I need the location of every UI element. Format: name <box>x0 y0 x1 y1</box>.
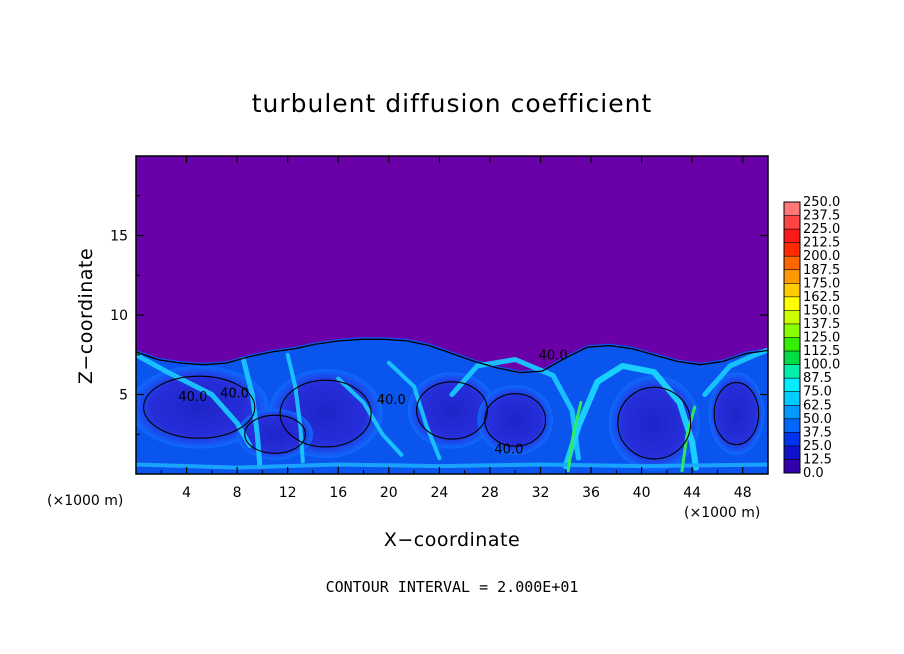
contour-label: 40.0 <box>494 442 523 457</box>
contour-line <box>713 382 760 446</box>
colorbar-swatch <box>784 242 800 257</box>
filament <box>562 362 699 471</box>
filament <box>449 357 581 461</box>
contour-label: 40.0 <box>539 349 568 364</box>
y-tick-label: 5 <box>119 388 128 404</box>
colorbar-label: 225.0 <box>803 222 840 237</box>
x-tick-label: 32 <box>532 485 550 501</box>
colorbar-swatch <box>784 337 800 352</box>
contour-interval-note: CONTOUR INTERVAL = 2.000E+01 <box>326 578 579 596</box>
y-axis-ticks: 5 10 15 <box>110 195 768 435</box>
plot-area: 40.0 40.0 40.0 40.0 40.0 <box>136 156 768 474</box>
contour-line <box>143 375 256 439</box>
x-tick-label: 16 <box>329 485 347 501</box>
contour-label: 40.0 <box>178 390 207 405</box>
eddy-core <box>136 365 269 449</box>
x-axis-label: X−coordinate <box>384 529 520 551</box>
x-axis-ticks: 4 8 12 16 20 24 28 32 36 40 44 48 <box>160 156 752 501</box>
colorbar-label: 12.5 <box>803 452 832 467</box>
x-tick-label: 8 <box>233 485 242 501</box>
colorbar-label: 150.0 <box>803 303 840 318</box>
filament <box>702 347 768 397</box>
x-unit-right: (×1000 m) <box>684 505 760 521</box>
colorbar-swatch <box>784 215 800 230</box>
x-tick-label: 48 <box>734 485 752 501</box>
colorbar-swatch <box>784 269 800 284</box>
x-tick-label: 36 <box>582 485 600 501</box>
colorbar-swatch <box>784 364 800 379</box>
colorbar-label: 137.5 <box>803 317 840 332</box>
contour-line <box>136 338 768 374</box>
colorbar-label: 212.5 <box>803 236 840 251</box>
colorbar-label: 100.0 <box>803 358 840 373</box>
contour-label: 40.0 <box>220 387 249 402</box>
contour-label: 40.0 <box>377 393 406 408</box>
colorbar-swatch <box>784 378 800 392</box>
eddy-core <box>477 384 554 455</box>
colorbar-swatch <box>784 202 800 216</box>
x-tick-label: 12 <box>279 485 297 501</box>
colorbar-label: 50.0 <box>803 412 832 427</box>
colorbar-swatch <box>784 323 800 338</box>
eddy-core <box>708 372 765 455</box>
colorbar-label: 187.5 <box>803 263 840 278</box>
filament <box>386 360 442 461</box>
x-tick-label: 28 <box>481 485 499 501</box>
colorbar-label: 25.0 <box>803 439 832 454</box>
contour-line <box>484 393 547 447</box>
colorbar-swatch <box>784 391 800 406</box>
colorbar-swatch <box>784 459 800 473</box>
x-tick-label: 44 <box>683 485 701 501</box>
filament <box>336 376 404 457</box>
colorbar-label: 175.0 <box>803 276 840 291</box>
colorbar-label: 112.5 <box>803 344 840 359</box>
colorbar-swatch <box>784 296 800 311</box>
filament <box>136 352 253 448</box>
colorbar-swatch <box>784 445 800 460</box>
colorbar-swatch <box>784 432 800 446</box>
colorbar-swatch <box>784 283 800 297</box>
colorbar-swatch <box>784 229 800 243</box>
x-tick-label: 4 <box>182 485 191 501</box>
x-tick-label: 24 <box>430 485 448 501</box>
x-tick-label: 20 <box>380 485 398 501</box>
colorbar-swatch <box>784 351 800 365</box>
colorbar-label: 200.0 <box>803 249 840 264</box>
colorbar-swatch <box>784 405 800 419</box>
colorbar-label: 237.5 <box>803 209 840 224</box>
y-axis-label: Z−coordinate <box>75 248 97 384</box>
colorbar-label: 125.0 <box>803 331 840 346</box>
colorbar-swatch <box>784 256 800 270</box>
x-tick-label: 40 <box>633 485 651 501</box>
y-tick-label: 15 <box>110 229 128 245</box>
colorbar-swatch <box>784 310 800 324</box>
contour-line <box>617 386 692 460</box>
filament-green <box>566 400 583 473</box>
x-unit-left: (×1000 m) <box>47 493 123 509</box>
chart-title: turbulent diffusion coefficient <box>252 89 653 118</box>
colorbar-label: 87.5 <box>803 371 832 386</box>
colorbar-label: 162.5 <box>803 290 840 305</box>
colorbar: 250.0237.5225.0212.5200.0187.5175.0162.5… <box>783 195 840 481</box>
colorbar-label: 62.5 <box>803 398 832 413</box>
colorbar-label: 0.0 <box>803 466 824 481</box>
contour-line <box>244 414 306 454</box>
colorbar-label: 250.0 <box>803 195 840 210</box>
filament-green <box>680 405 697 473</box>
colorbar-swatch <box>784 418 800 433</box>
y-tick-label: 10 <box>110 308 128 324</box>
contour-line <box>279 379 372 448</box>
colorbar-label: 75.0 <box>803 385 832 400</box>
colorbar-label: 37.5 <box>803 425 832 440</box>
